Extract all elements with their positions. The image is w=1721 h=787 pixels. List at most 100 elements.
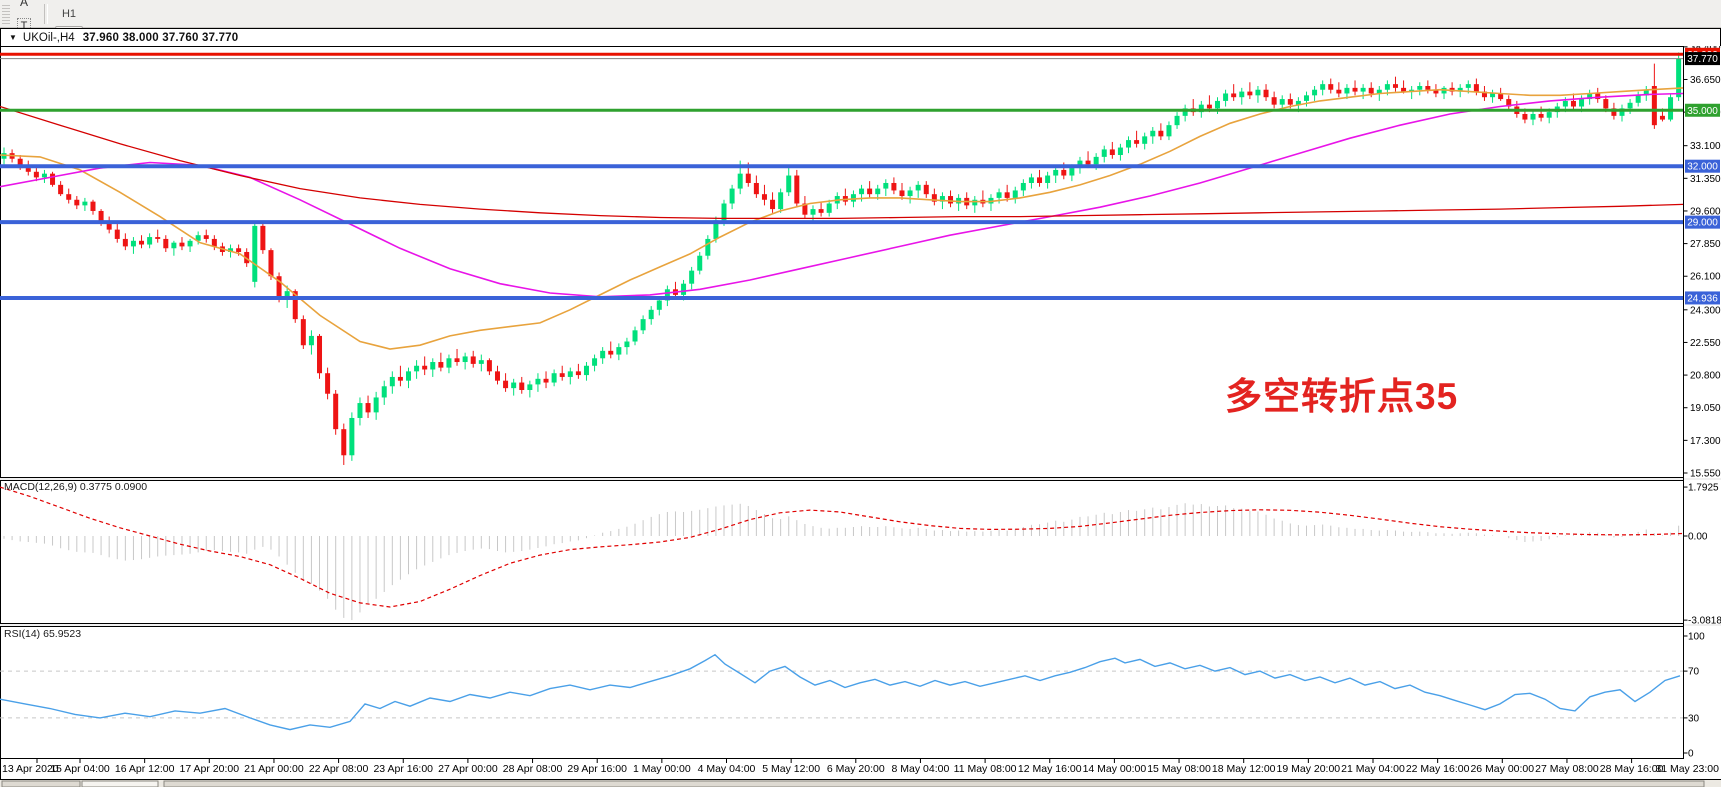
candle-body — [1360, 87, 1366, 92]
chart-area[interactable]: 38.40036.65034.90033.10031.35029.60027.8… — [0, 46, 1721, 787]
price-axis-label: 27.850 — [1690, 239, 1721, 250]
candle-body — [1473, 84, 1479, 92]
candle-body — [632, 330, 638, 342]
time-axis-label: 11 May 08:00 — [954, 763, 1017, 775]
price-level-label-35.000: 35.000 — [1687, 106, 1718, 117]
time-axis-label: 22 May 16:00 — [1406, 763, 1470, 775]
price-level-label-29.000-box — [1685, 215, 1720, 229]
candle-body — [1627, 102, 1633, 109]
candle-body — [1223, 93, 1229, 101]
time-axis-label: 21 Apr 00:00 — [244, 763, 304, 775]
ohlc-values: 37.960 38.000 37.760 37.770 — [82, 31, 239, 44]
candle-body — [187, 240, 193, 247]
candle-body — [179, 242, 185, 247]
candle-body — [1595, 93, 1601, 100]
candle-body — [592, 358, 598, 366]
candle-body — [1676, 58, 1682, 98]
candle-body — [713, 220, 719, 239]
font-icon[interactable]: A — [19, 0, 28, 9]
time-axis-label: 28 Apr 08:00 — [503, 763, 563, 775]
candle-body — [1279, 99, 1285, 105]
candle-body — [260, 225, 266, 251]
chart-text-annotation[interactable]: 多空转折点35 — [1225, 376, 1459, 417]
candle-body — [1651, 86, 1657, 126]
time-axis-label: 5 May 12:00 — [762, 763, 820, 775]
time-axis-label: 26 May 00:00 — [1470, 763, 1534, 775]
candle-body — [1174, 115, 1180, 126]
candle-body — [939, 196, 945, 202]
candle-body — [1004, 192, 1010, 198]
candle-body — [122, 238, 128, 247]
price-axis-label: 17.300 — [1690, 436, 1721, 447]
candle-body — [1562, 100, 1568, 107]
candle-body — [1020, 182, 1026, 191]
candle-body — [1619, 108, 1625, 116]
candle-body — [1328, 84, 1334, 90]
candle-body — [770, 199, 776, 210]
rsi-pane — [0, 626, 1684, 759]
candle-body — [397, 376, 403, 381]
candle-body — [527, 384, 533, 390]
candle-body — [745, 173, 751, 183]
pane-splitter[interactable] — [0, 624, 1721, 626]
rsi-axis-label: 30 — [1688, 713, 1700, 724]
candle-body — [1498, 93, 1504, 100]
candle-body — [1659, 115, 1665, 120]
candle-body — [1570, 100, 1576, 107]
candle-body — [1530, 113, 1536, 120]
candle-body — [1506, 99, 1512, 107]
time-axis-label: 15 Apr 04:00 — [50, 763, 110, 775]
candle-body — [503, 380, 509, 389]
ma-fast-orange — [0, 87, 1684, 350]
candle-body — [25, 168, 31, 172]
candle-body — [66, 194, 72, 200]
candle-body — [341, 429, 347, 456]
symbol-dropdown-icon[interactable]: ▼ — [9, 33, 17, 42]
candle-body — [794, 175, 800, 204]
time-axis-label: 17 Apr 20:00 — [180, 763, 240, 775]
candle-body — [1061, 169, 1067, 176]
price-level-label-35.000-box — [1685, 103, 1720, 117]
candle-body — [535, 378, 541, 385]
macd-axis-label: 0.00 — [1688, 532, 1708, 543]
candle-body — [1158, 130, 1164, 137]
candle-body — [1295, 100, 1301, 105]
candle-body — [1134, 140, 1140, 144]
pane-splitter[interactable] — [0, 478, 1721, 480]
ma-slow-red — [0, 105, 1684, 220]
candle-body — [737, 173, 743, 189]
chart-title-bar[interactable]: ▼ UKOil-,H4 37.960 38.000 37.760 37.770 — [0, 28, 1721, 46]
candle-body — [818, 209, 824, 213]
price-axis-label: 31.350 — [1690, 174, 1721, 185]
candle-body — [761, 194, 767, 200]
candle-body — [778, 192, 784, 210]
candle-body — [1069, 168, 1075, 176]
candle-body — [996, 192, 1002, 198]
rsi-value: 65.9523 — [43, 628, 82, 640]
candle-body — [1303, 95, 1309, 101]
candle-body — [195, 235, 201, 241]
candle-body — [1028, 177, 1034, 183]
toolbar-drag-handle[interactable] — [2, 3, 10, 24]
timeframe-button-h1[interactable]: H1 — [61, 7, 77, 20]
candle-body — [406, 371, 411, 381]
candle-body — [1384, 84, 1390, 90]
chart-tab[interactable] — [163, 780, 1705, 787]
candle-body — [875, 188, 881, 195]
candle-body — [1392, 84, 1398, 88]
candle-body — [1263, 89, 1269, 98]
macd-pane — [0, 480, 1684, 624]
time-axis-label: 28 May 16:00 — [1600, 763, 1664, 775]
candle-body — [1206, 104, 1212, 109]
macd-main-value: 0.3775 — [79, 481, 112, 493]
candle-body — [1239, 91, 1245, 98]
candle-body — [1409, 89, 1415, 92]
candle-body — [478, 360, 484, 364]
price-axis-label: 20.800 — [1690, 371, 1721, 382]
candle-body — [252, 225, 258, 282]
chart-tab[interactable] — [81, 780, 159, 787]
candle-body — [697, 255, 703, 271]
chart-tab[interactable] — [1, 780, 81, 787]
current-price-label-box — [1685, 52, 1720, 66]
price-axis-label: 15.550 — [1690, 468, 1721, 479]
